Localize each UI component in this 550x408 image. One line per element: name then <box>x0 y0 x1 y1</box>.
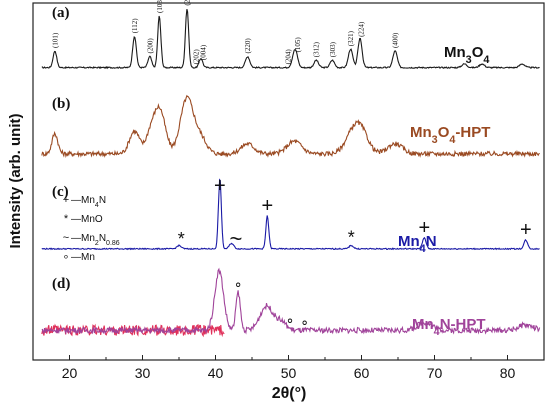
hkl-label: (112) <box>131 18 139 34</box>
legend-symbol: + <box>63 194 69 206</box>
legend-symbol: ∘ <box>63 251 70 263</box>
legend-label: —MnO <box>71 214 103 225</box>
hkl-label: (321) <box>347 30 355 46</box>
sample-name-b: Mn3O4-HPT <box>410 124 490 146</box>
hkl-label: (303) <box>329 41 337 57</box>
panel-d: (d) Mn4N-HPT ∘ ∘ ∘ <box>41 267 541 338</box>
hkl-label: (200) <box>146 38 154 54</box>
x-tick-label: 30 <box>135 365 151 381</box>
sample-name-c: Mn4N <box>398 233 437 255</box>
panel-c: (c)Mn4N+++ +* *~+ —Mn4N* —MnO~ —Mn2N0.86∘ —Mn <box>41 175 540 263</box>
hkl-label: (004) <box>200 44 208 60</box>
x-tick-label: 20 <box>62 365 78 381</box>
hkl-label: (220) <box>244 38 252 54</box>
legend-symbol: ~ <box>63 232 69 244</box>
series-b-line <box>41 94 540 158</box>
series-d-line <box>41 267 541 335</box>
x-axis-label: 2θ(°) <box>272 385 307 402</box>
x-tick-label: 60 <box>354 365 370 381</box>
phase-marker: + <box>520 219 532 241</box>
phase-marker: ∘ <box>286 311 295 327</box>
hkl-label: (202) <box>192 49 200 65</box>
x-tick-label: 70 <box>427 365 443 381</box>
phase-marker: + <box>418 217 430 239</box>
hkl-label: (204) <box>284 49 292 65</box>
panel-label-b: (b) <box>52 96 70 112</box>
panel-label-d: (d) <box>52 276 70 292</box>
y-axis-label: Intensity (arb. unit) <box>7 113 24 248</box>
hkl-label: (103) <box>156 0 164 13</box>
x-axis: 20 30 40 50 60 70 80 <box>32 355 545 381</box>
phase-marker: + <box>261 195 273 217</box>
panel-label-a: (a) <box>52 5 70 21</box>
hkl-label: (224) <box>357 21 365 37</box>
legend-symbol: * <box>64 213 69 225</box>
hkl-label: (101) <box>51 32 59 48</box>
legend-label: —Mn2N0.86 <box>71 233 120 247</box>
phase-marker: * <box>178 229 185 249</box>
panels-layer: (a) Mn3O4 (101) (112) (200) (103) (211) (202)(0… <box>41 0 541 338</box>
series-c-line <box>41 178 540 251</box>
panel-b: (b) Mn3O4-HPT <box>41 94 540 158</box>
legend-label: —Mn4N <box>71 195 106 209</box>
phase-marker: ∘ <box>300 313 309 329</box>
legend-label: —Mn <box>71 252 95 263</box>
phase-marker: + <box>214 175 226 197</box>
sample-name-d: Mn4N-HPT <box>412 316 486 338</box>
plot-area <box>32 2 545 361</box>
phase-marker: * <box>348 228 355 248</box>
hkl-label: (400) <box>392 32 400 48</box>
series-a-line <box>41 9 540 70</box>
series-d-noise-band <box>41 323 225 338</box>
x-tick-label: 80 <box>500 365 516 381</box>
x-tick-label: 40 <box>208 365 224 381</box>
panel-label-c: (c) <box>52 184 69 200</box>
phase-marker: ~ <box>229 226 242 251</box>
panel-a: (a) Mn3O4 (101) (112) (200) (103) (211) (202)(0… <box>41 0 540 70</box>
hkl-label: (105) <box>294 37 302 53</box>
sample-name-a: Mn3O4 <box>444 44 489 66</box>
hkl-label: (211) <box>184 0 192 6</box>
hkl-label: (312) <box>313 41 321 57</box>
phase-marker: ∘ <box>234 275 243 291</box>
x-tick-label: 50 <box>281 365 297 381</box>
phase-legend: + —Mn4N* —MnO~ —Mn2N0.86∘ —Mn <box>63 194 120 263</box>
